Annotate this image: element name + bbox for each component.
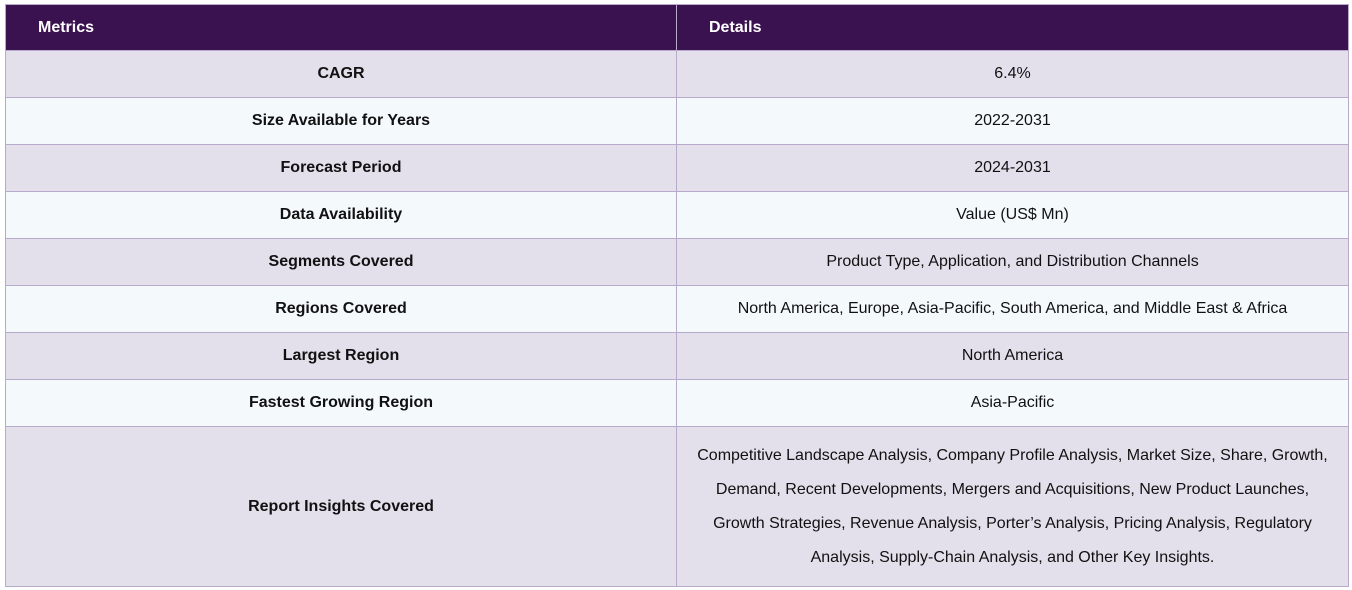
detail-cell: 2022-2031 [676, 97, 1349, 145]
detail-cell: Competitive Landscape Analysis, Company … [676, 426, 1349, 587]
table-row: Report Insights Covered Competitive Land… [5, 426, 1349, 587]
detail-cell: North America [676, 332, 1349, 380]
table-row: Forecast Period 2024-2031 [5, 144, 1349, 192]
table-row: Size Available for Years 2022-2031 [5, 97, 1349, 145]
metrics-table-container: Metrics Details CAGR 6.4% Size Available… [5, 4, 1349, 587]
header-details: Details [676, 4, 1349, 51]
header-metrics: Metrics [5, 4, 677, 51]
table-row: CAGR 6.4% [5, 50, 1349, 98]
metric-cell: Segments Covered [5, 238, 677, 286]
table-header-row: Metrics Details [5, 4, 1349, 51]
metrics-table: Metrics Details CAGR 6.4% Size Available… [5, 4, 1349, 587]
metric-cell: Regions Covered [5, 285, 677, 333]
metric-cell: Largest Region [5, 332, 677, 380]
metric-cell: CAGR [5, 50, 677, 98]
table-row: Data Availability Value (US$ Mn) [5, 191, 1349, 239]
metric-cell: Size Available for Years [5, 97, 677, 145]
table-row: Largest Region North America [5, 332, 1349, 380]
table-row: Fastest Growing Region Asia-Pacific [5, 379, 1349, 427]
table-row: Regions Covered North America, Europe, A… [5, 285, 1349, 333]
metric-cell: Data Availability [5, 191, 677, 239]
detail-cell: 2024-2031 [676, 144, 1349, 192]
metric-cell: Fastest Growing Region [5, 379, 677, 427]
detail-cell: 6.4% [676, 50, 1349, 98]
metric-cell: Report Insights Covered [5, 426, 677, 587]
detail-cell: Product Type, Application, and Distribut… [676, 238, 1349, 286]
detail-cell: North America, Europe, Asia-Pacific, Sou… [676, 285, 1349, 333]
table-row: Segments Covered Product Type, Applicati… [5, 238, 1349, 286]
metric-cell: Forecast Period [5, 144, 677, 192]
detail-cell: Value (US$ Mn) [676, 191, 1349, 239]
detail-cell: Asia-Pacific [676, 379, 1349, 427]
